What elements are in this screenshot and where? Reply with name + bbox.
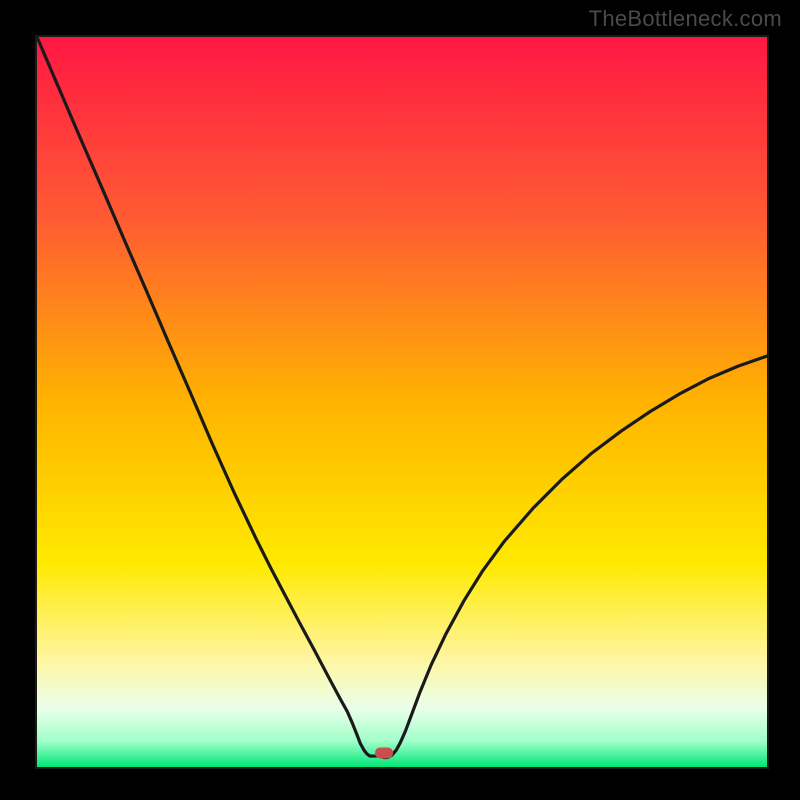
- optimal-point-marker: [375, 748, 393, 759]
- watermark-text: TheBottleneck.com: [589, 6, 782, 32]
- bottleneck-curve: [37, 37, 767, 767]
- chart-frame: [35, 35, 769, 769]
